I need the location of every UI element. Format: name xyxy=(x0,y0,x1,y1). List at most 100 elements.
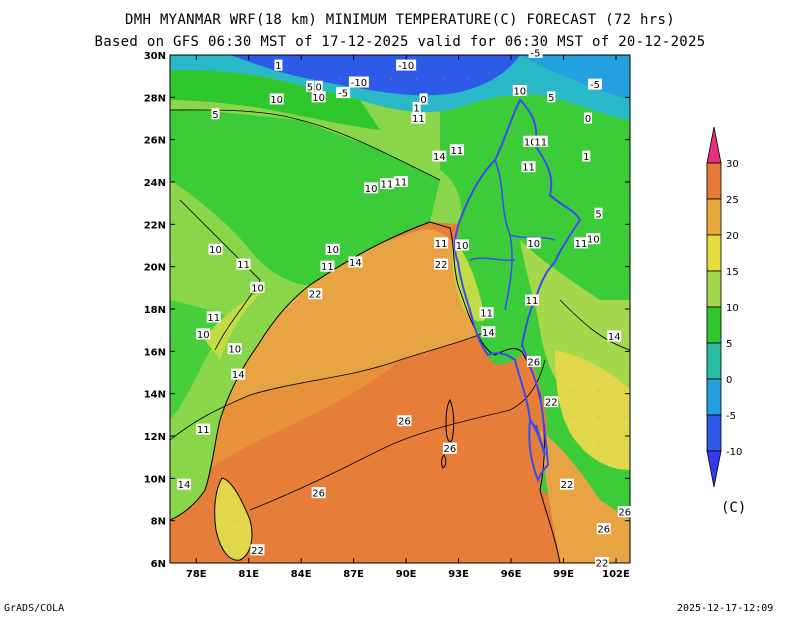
contour-label: 11 xyxy=(479,307,494,320)
lat-tick-label: 6N xyxy=(151,559,166,570)
contour-label-text: 10 xyxy=(209,245,222,256)
contour-label: 11 xyxy=(236,258,251,271)
contour-label-bg xyxy=(479,307,494,319)
contour-label-bg xyxy=(269,93,284,105)
contour-label-bg xyxy=(336,87,351,99)
contour-label: 1 xyxy=(582,150,591,163)
colorbar-segment xyxy=(706,198,722,236)
contour-label-text: 26 xyxy=(312,489,325,500)
contour-label: 14 xyxy=(231,368,246,381)
contour-label-bg xyxy=(348,76,369,88)
contour-label-text: 11 xyxy=(526,296,539,307)
contour-label-bg xyxy=(419,93,428,105)
contour-label-text: 11 xyxy=(575,239,588,250)
contour-label: 11 xyxy=(449,144,464,157)
contour-label-text: 10 xyxy=(251,283,264,294)
contour-label-bg xyxy=(533,135,548,147)
contour-label-bg xyxy=(379,178,394,190)
contour-label-text: 14 xyxy=(178,480,191,491)
contour-label-text: 26 xyxy=(398,417,411,428)
contour-label-text: 10 xyxy=(456,241,469,252)
contour-label-text: 26 xyxy=(443,444,456,455)
contour-label: 14 xyxy=(432,150,447,163)
contour-label-bg xyxy=(250,281,265,293)
contour-label: 10 xyxy=(586,233,601,246)
lat-tick-label: 16N xyxy=(144,347,166,358)
colorbar-level-label: 15 xyxy=(726,267,739,278)
contour-label: 5 xyxy=(305,80,314,93)
contour-label-bg xyxy=(325,243,340,255)
contour-label: 0 xyxy=(314,80,323,93)
contour-label-bg xyxy=(481,326,496,338)
contour-label-text: 22 xyxy=(435,260,448,271)
colorbar-bottom-arrow xyxy=(706,450,722,488)
lat-tick-label: 12N xyxy=(144,432,166,443)
contour-label: 22 xyxy=(250,544,265,557)
contour-label-text: 11 xyxy=(381,180,394,191)
contour-label-text: 11 xyxy=(395,178,408,189)
lon-tick-label: 87E xyxy=(343,569,364,580)
contour-label-text: 11 xyxy=(450,146,463,157)
contour-label: 5 xyxy=(547,91,556,104)
lat-tick-label: 10N xyxy=(144,474,166,485)
colorbar-level-label: -5 xyxy=(726,411,736,422)
contour-label: 11 xyxy=(320,260,335,273)
contour-label-text: -5 xyxy=(338,89,348,100)
contour-label: 11 xyxy=(525,294,540,307)
contour-label-bg xyxy=(547,91,556,103)
contour-label: 26 xyxy=(596,523,611,536)
contour-label-bg xyxy=(411,112,426,124)
contour-label: 22 xyxy=(560,478,575,491)
contour-label-bg xyxy=(348,256,363,268)
contour-label: 26 xyxy=(526,355,541,368)
contour-label-bg xyxy=(320,260,335,272)
contour-label: 11 xyxy=(521,161,536,174)
contour-label-text: 11 xyxy=(207,313,220,324)
contour-label-bg xyxy=(211,108,220,120)
chart-subtitle: Based on GFS 06:30 MST of 17-12-2025 val… xyxy=(94,34,706,50)
contour-label: 11 xyxy=(533,135,548,148)
contour-label-bg xyxy=(206,311,221,323)
contour-label: 11 xyxy=(574,237,589,250)
contour-label-text: 10 xyxy=(524,137,537,148)
lon-tick-label: 93E xyxy=(448,569,469,580)
lat-tick-label: 24N xyxy=(144,178,166,189)
contour-label-bg xyxy=(596,523,611,535)
contour-label: 10 xyxy=(269,93,284,106)
contour-label: 14 xyxy=(481,326,496,339)
contour-label-text: 11 xyxy=(321,262,334,273)
lat-tick-label: 28N xyxy=(144,93,166,104)
contour-label-bg xyxy=(196,423,211,435)
colorbar-level-label: -10 xyxy=(726,447,742,458)
contour-label: 14 xyxy=(176,478,191,491)
contour-label-bg xyxy=(521,161,536,173)
contour-label-bg xyxy=(523,135,538,147)
contour-label-bg xyxy=(176,478,191,490)
contour-label-text: 22 xyxy=(251,546,264,557)
colorbar: 30 25 20 15 10 5 0 -5 -10 xyxy=(706,126,742,488)
contour-label-bg xyxy=(594,207,603,219)
lat-tick-label: 20N xyxy=(144,263,166,274)
contour-label-text: 26 xyxy=(527,357,540,368)
contour-label: -10 xyxy=(396,59,417,72)
contour-label: 10 xyxy=(364,182,379,195)
contour-label-text: 26 xyxy=(618,508,631,519)
contour-label: 10 xyxy=(512,84,527,97)
contour-label: 0 xyxy=(584,112,593,125)
contour-label: 10 xyxy=(311,91,326,104)
contour-label-bg xyxy=(434,237,449,249)
contour-label-text: 11 xyxy=(412,114,425,125)
contour-label-text: 11 xyxy=(237,260,250,271)
contour-label-bg xyxy=(449,144,464,156)
lon-tick-label: 102E xyxy=(602,569,630,580)
contour-label-text: 14 xyxy=(232,370,245,381)
map-field xyxy=(170,55,630,563)
contour-label-text: 0 xyxy=(420,95,426,106)
contour-label-text: 1 xyxy=(583,152,589,163)
contour-label-bg xyxy=(588,78,603,90)
contour-label-bg xyxy=(582,150,591,162)
contour-label-text: 10 xyxy=(527,239,540,250)
contour-label-text: 10 xyxy=(513,86,526,97)
contour-label-text: 1 xyxy=(275,61,281,72)
contour-label-bg xyxy=(196,328,211,340)
